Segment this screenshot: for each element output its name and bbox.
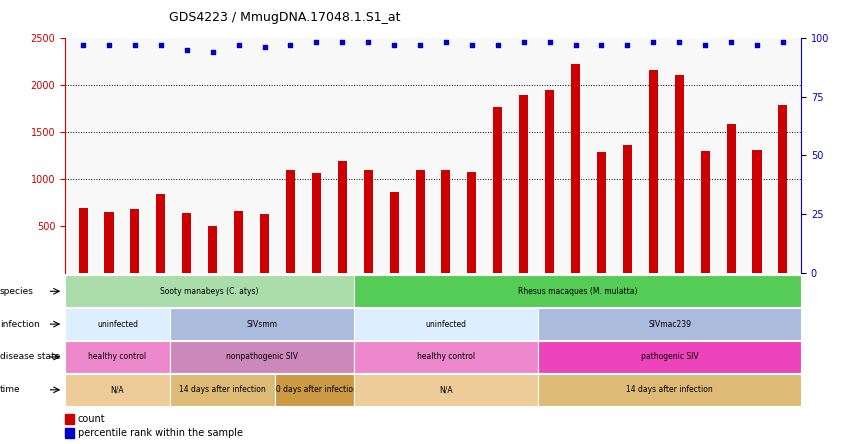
Bar [727,124,735,273]
Point [465,41,479,48]
Text: healthy control: healthy control [417,353,475,361]
Bar [468,172,476,273]
Text: Sooty manabeys (C. atys): Sooty manabeys (C. atys) [160,287,259,296]
Point [309,39,323,46]
Point [439,39,453,46]
Bar [571,64,580,273]
Bar [520,95,528,273]
Text: N/A: N/A [439,385,453,394]
Point [102,41,116,48]
Bar [623,145,632,273]
Point [543,39,557,46]
Point [672,39,686,46]
Point [154,41,168,48]
Bar [157,194,165,273]
Text: SIVmac239: SIVmac239 [648,320,691,329]
Text: 14 days after infection: 14 days after infection [626,385,713,394]
Bar [260,214,269,273]
Point [232,41,246,48]
Text: 30 days after infection: 30 days after infection [271,385,359,394]
Bar [597,152,606,273]
Point [620,41,634,48]
Point [283,41,297,48]
Text: 14 days after infection: 14 days after infection [179,385,266,394]
Bar [364,170,372,273]
Text: percentile rank within the sample: percentile rank within the sample [78,428,243,438]
Bar [442,170,450,273]
Bar [131,209,139,273]
Text: GDS4223 / MmugDNA.17048.1.S1_at: GDS4223 / MmugDNA.17048.1.S1_at [169,12,400,24]
Point [387,41,401,48]
Text: N/A: N/A [111,385,125,394]
Text: pathogenic SIV: pathogenic SIV [641,353,698,361]
Bar [753,150,761,273]
Bar [208,226,217,273]
Point [750,41,764,48]
Point [517,39,531,46]
Bar [545,90,554,273]
Bar [494,107,502,273]
Point [724,39,738,46]
Bar [65,428,74,438]
Bar [234,211,243,273]
Text: species: species [0,287,34,296]
Text: uninfected: uninfected [97,320,138,329]
Bar [312,173,321,273]
Point [361,39,375,46]
Point [128,41,142,48]
Text: SIVsmm: SIVsmm [247,320,278,329]
Bar [338,161,346,273]
Bar [701,151,709,273]
Bar [649,70,658,273]
Bar [416,170,424,273]
Text: infection: infection [0,320,40,329]
Text: uninfected: uninfected [426,320,467,329]
Bar [65,414,74,424]
Point [646,39,660,46]
Point [413,41,427,48]
Bar [779,105,787,273]
Bar [105,212,113,273]
Text: time: time [0,385,21,394]
Point [776,39,790,46]
Bar [390,192,398,273]
Bar [675,75,684,273]
Point [76,41,90,48]
Point [698,41,712,48]
Bar [286,170,295,273]
Point [595,41,609,48]
Point [569,41,583,48]
Point [206,48,220,56]
Point [491,41,505,48]
Point [335,39,349,46]
Text: disease state: disease state [0,353,61,361]
Point [257,44,271,51]
Text: count: count [78,414,106,424]
Text: Rhesus macaques (M. mulatta): Rhesus macaques (M. mulatta) [518,287,637,296]
Point [180,46,194,53]
Bar [182,213,191,273]
Text: healthy control: healthy control [88,353,146,361]
Bar [79,208,87,273]
Text: nonpathogenic SIV: nonpathogenic SIV [226,353,298,361]
